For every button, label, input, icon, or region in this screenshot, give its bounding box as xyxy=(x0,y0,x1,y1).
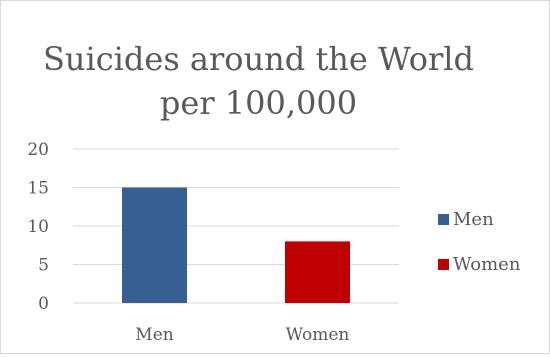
y-tick-label-10: 10 xyxy=(27,217,49,237)
x-tick-label-women: Women xyxy=(286,325,350,345)
y-tick-label-20: 20 xyxy=(27,140,49,160)
legend-swatch-women xyxy=(438,259,449,270)
legend-label-women: Women xyxy=(453,254,521,275)
legend-swatch-men xyxy=(438,214,449,225)
x-tick-label-men: Men xyxy=(135,325,173,345)
bar-men xyxy=(122,187,187,303)
y-tick-label-15: 15 xyxy=(27,179,49,199)
legend-item-men: Men xyxy=(438,209,494,230)
bar-women xyxy=(285,241,350,303)
y-tick-label-0: 0 xyxy=(38,294,49,314)
chart-title-line-2: per 100,000 xyxy=(159,84,358,122)
legend-label-men: Men xyxy=(453,209,494,230)
legend-item-women: Women xyxy=(438,254,520,275)
chart-title-line-1: Suicides around the World xyxy=(42,40,475,78)
y-tick-label-5: 5 xyxy=(38,256,49,276)
